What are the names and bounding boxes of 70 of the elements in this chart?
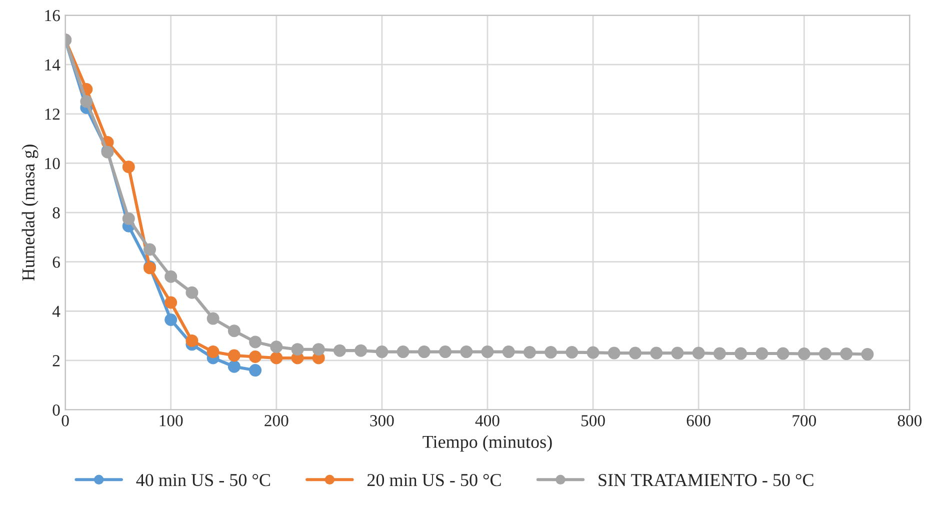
point [734,347,748,360]
y-tick-label: 4 [52,306,60,317]
point [206,312,220,325]
y-tick-label: 0 [52,404,60,416]
point [798,348,810,360]
point [249,336,262,348]
point [122,212,135,225]
point [376,346,388,358]
point [818,348,832,360]
point [354,344,368,357]
legend-label: 40 min US - 50 °C [136,474,270,486]
point [333,344,346,357]
x-tick-label: 600 [686,415,710,426]
point [586,346,600,359]
point [502,346,515,358]
point [629,346,642,360]
x-tick-label: 700 [792,415,816,426]
point [122,160,135,174]
point [312,343,325,356]
x-tick-label: 200 [264,415,288,426]
point [164,314,178,326]
point [608,346,620,360]
point [186,286,198,299]
point [523,346,536,359]
point [228,349,240,362]
point [840,348,853,360]
y-tick-label: 14 [45,59,60,70]
point [186,334,198,347]
point [270,352,283,364]
x-tick-label: 400 [475,415,500,426]
point [206,346,220,358]
point [418,346,430,358]
point [270,340,283,354]
y-tick-label: 10 [45,158,60,170]
point [776,347,790,360]
point [249,364,262,377]
point [713,347,726,360]
point [460,346,473,358]
point [291,343,304,356]
y-tick-label: 2 [52,355,60,366]
point [249,350,262,363]
point [650,346,663,360]
y-tick-label: 12 [45,108,60,120]
point [228,360,240,373]
legend-label: SIN TRATAMIENTO - 50 °C [598,474,814,486]
point [164,296,178,309]
point [164,270,178,283]
point [692,346,705,360]
x-tick-label: 100 [160,415,183,426]
y-axis-title: Humedad (masa g) [22,144,38,281]
legend-label: 20 min US - 50 °C [367,474,501,486]
point [396,346,410,358]
y-tick-label: 8 [52,207,60,218]
x-axis-title: Tiempo (minutos) [422,435,552,452]
point [566,346,578,359]
point [439,346,452,358]
y-tick-label: 6 [52,256,60,268]
y-tick-label: 16 [45,10,60,22]
point [671,346,684,360]
point [143,243,156,256]
x-tick-label: 0 [62,415,69,426]
point [481,346,494,358]
point [861,348,874,361]
point [228,324,240,338]
point [756,347,768,360]
x-tick-label: 500 [582,415,605,426]
x-tick-label: 800 [898,415,922,426]
x-tick-label: 300 [370,415,394,426]
point [80,95,93,108]
point [544,346,558,359]
